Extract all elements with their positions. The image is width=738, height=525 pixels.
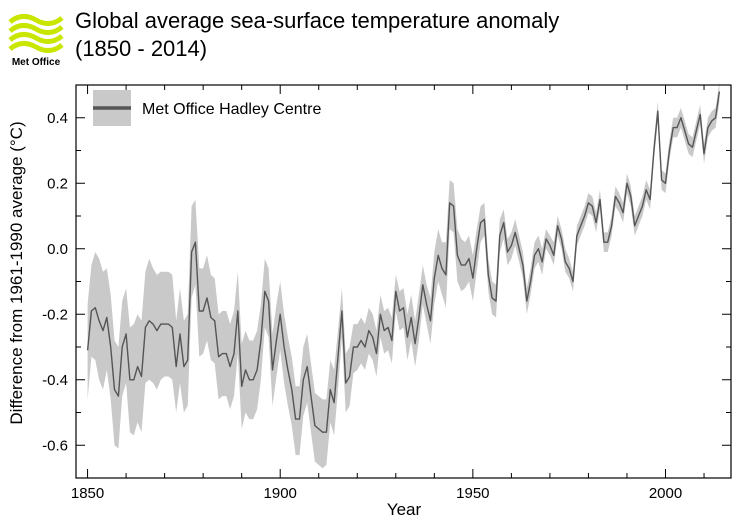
y-tick-label: -0.4 <box>42 372 68 389</box>
series-line <box>86 91 721 433</box>
uncertainty-band <box>87 81 720 469</box>
y-tick-label: -0.2 <box>42 306 68 323</box>
y-axis-title: Difference from 1961-1990 average (°C) <box>7 121 26 424</box>
chart-title: Global average sea-surface temperature a… <box>75 8 560 33</box>
ticks-layer: 1850 1900 1950 2000 -0.6 -0.4 -0.2 0.0 0.2 0.4 <box>42 84 731 502</box>
y-tick-label: 0.2 <box>47 175 68 192</box>
uncertainty-band-layer <box>87 81 720 469</box>
y-tick-label: 0.0 <box>47 241 68 258</box>
met-office-logo: Met Office <box>8 14 64 68</box>
legend-label: Met Office Hadley Centre <box>142 101 321 118</box>
series-line-layer <box>86 91 721 433</box>
x-tick-label: 1950 <box>456 485 489 502</box>
chart-subtitle: (1850 - 2014) <box>75 36 208 61</box>
x-axis-title: Year <box>387 500 422 519</box>
x-tick-label: 2000 <box>649 485 682 502</box>
plot-frame <box>75 84 732 479</box>
x-tick-label: 1850 <box>71 485 104 502</box>
logo-text: Met Office <box>12 57 61 68</box>
x-tick-label: 1900 <box>264 485 297 502</box>
y-tick-label: 0.4 <box>47 110 68 127</box>
legend: Met Office Hadley Centre <box>93 90 321 126</box>
y-tick-label: -0.6 <box>42 437 68 454</box>
